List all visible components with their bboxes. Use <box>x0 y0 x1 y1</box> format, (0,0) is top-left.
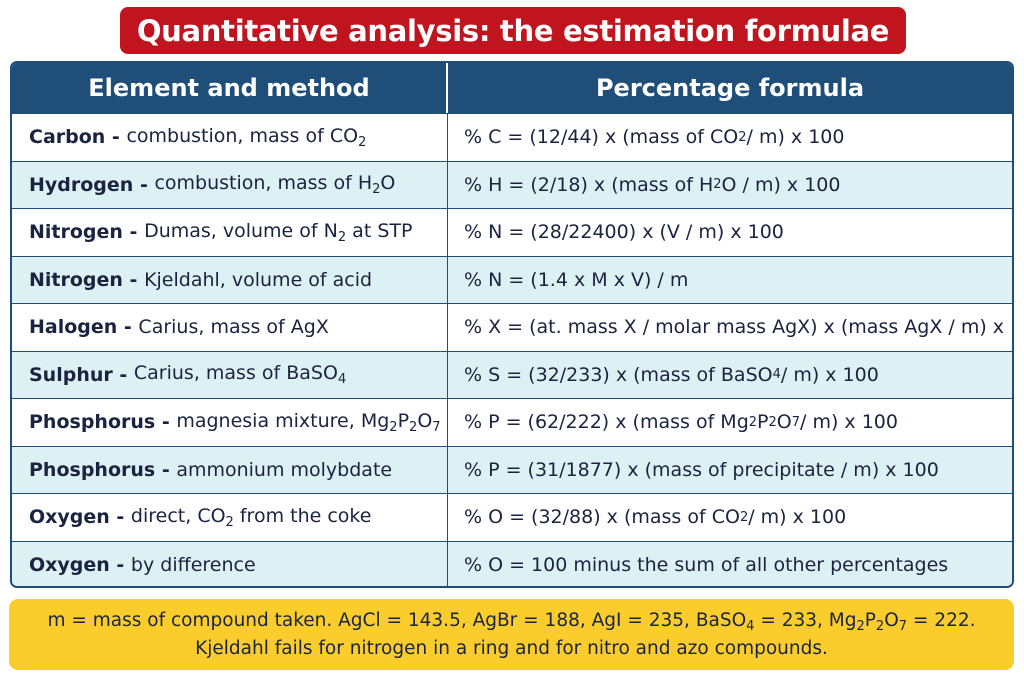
subscript: 2 <box>875 619 885 634</box>
method-text: combustion, mass of H2O <box>154 172 396 198</box>
method-text: ammonium molybdate <box>176 458 393 481</box>
subscript: 2 <box>358 134 367 150</box>
method-text: Dumas, volume of N2 at STP <box>144 219 413 245</box>
element-method-cell: Halogen - Carius, mass of AgX <box>12 304 448 351</box>
subscript: 4 <box>746 619 755 634</box>
subscript: 7 <box>791 414 801 430</box>
table-body: Carbon - combustion, mass of CO2 % C = (1… <box>12 113 1012 586</box>
table-header: Element and method Percentage formula <box>12 63 1012 113</box>
subscript: 2 <box>372 182 381 198</box>
element-name: Phosphorus - <box>29 411 177 434</box>
table-row: Nitrogen - Kjeldahl, volume of acid % N =… <box>12 255 1012 303</box>
element-method-cell: Sulphur - Carius, mass of BaSO4 <box>12 351 448 398</box>
table-row: Phosphorus - magnesia mixture, Mg2P2O7 % … <box>12 398 1012 446</box>
subscript: 2 <box>713 177 722 193</box>
table-row: Oxygen - direct, CO2 from the coke % O = … <box>12 493 1012 541</box>
method-text: Kjeldahl, volume of acid <box>144 268 373 291</box>
subscript: 7 <box>432 419 441 435</box>
element-method-cell: Phosphorus - magnesia mixture, Mg2P2O7 <box>12 399 448 446</box>
table-row: Phosphorus - ammonium molybdate % P = (31… <box>12 445 1012 493</box>
title-banner: Quantitative analysis: the estimation fo… <box>120 7 906 54</box>
subscript: 4 <box>337 372 347 388</box>
header-percentage-formula: Percentage formula <box>595 74 865 102</box>
formula-cell: % X = (at. mass X / molar mass AgX) x (m… <box>464 316 1012 339</box>
subscript: 2 <box>389 419 398 435</box>
element-name: Carbon - <box>29 126 127 149</box>
formula-cell: % P = (62/222) x (mass of Mg 2 P 2 O 7 / m) x… <box>464 411 898 434</box>
formula-cell: % P = (31/1877) x (mass of precipitate /… <box>464 458 939 481</box>
subscript: 2 <box>409 419 418 435</box>
subscript: 2 <box>748 414 758 430</box>
table-row: Sulphur - Carius, mass of BaSO4 % S = (32… <box>12 350 1012 398</box>
method-text: Carius, mass of AgX <box>138 316 329 339</box>
subscript: 2 <box>856 619 865 634</box>
element-method-cell: Nitrogen - Kjeldahl, volume of acid <box>12 256 448 303</box>
table-row: Oxygen - by difference % O = 100 minus th… <box>12 540 1012 586</box>
note-box: m = mass of compound taken. AgCl = 143.5… <box>9 599 1014 670</box>
formula-table: Element and method Percentage formula Ca… <box>10 61 1014 588</box>
header-element-method: Element and method <box>12 63 448 113</box>
element-name: Nitrogen - <box>29 221 145 244</box>
formula-cell: % O = (32/88) x (mass of CO 2 / m) x 100 <box>464 506 847 529</box>
subscript: 2 <box>768 414 777 430</box>
element-name: Hydrogen - <box>29 173 155 196</box>
page-title: Quantitative analysis: the estimation fo… <box>136 13 890 48</box>
element-name: Sulphur - <box>29 363 134 386</box>
element-method-cell: Oxygen - by difference <box>12 541 448 586</box>
method-text: Carius, mass of BaSO4 <box>133 362 347 388</box>
element-method-cell: Oxygen - direct, CO2 from the coke <box>12 494 448 541</box>
formula-cell: % N = (1.4 x M x V) / m <box>464 268 689 291</box>
formula-cell: % N = (28/22400) x (V / m) x 100 <box>464 221 784 244</box>
element-method-cell: Nitrogen - Dumas, volume of N2 at STP <box>12 209 448 256</box>
element-name: Oxygen - <box>29 506 131 529</box>
table-row: Carbon - combustion, mass of CO2 % C = (1… <box>12 113 1012 161</box>
table-row: Halogen - Carius, mass of AgX % X = (at. … <box>12 303 1012 351</box>
subscript: 2 <box>337 229 347 245</box>
subscript: 4 <box>772 367 781 383</box>
subscript: 2 <box>738 129 747 145</box>
method-text: magnesia mixture, Mg2P2O7 <box>176 409 441 435</box>
element-name: Oxygen - <box>29 553 131 576</box>
subscript: 7 <box>898 619 908 634</box>
element-method-cell: Hydrogen - combustion, mass of H2O <box>12 161 448 208</box>
element-name: Phosphorus - <box>29 458 177 481</box>
table-row: Nitrogen - Dumas, volume of N2 at STP % N… <box>12 208 1012 256</box>
subscript: 2 <box>739 509 749 525</box>
method-text: combustion, mass of CO2 <box>126 124 367 150</box>
method-text: direct, CO2 from the coke <box>130 504 372 530</box>
formula-cell: % O = 100 minus the sum of all other per… <box>464 553 949 576</box>
element-name: Nitrogen - <box>29 268 145 291</box>
element-method-cell: Carbon - combustion, mass of CO2 <box>12 114 448 161</box>
note-line-1: m = mass of compound taken. AgCl = 143.5… <box>47 610 976 634</box>
formula-cell: % C = (12/44) x (mass of CO 2 / m) x 100 <box>464 126 845 149</box>
note-line-2: Kjeldahl fails for nitrogen in a ring an… <box>195 638 828 659</box>
element-method-cell: Phosphorus - ammonium molybdate <box>12 446 448 493</box>
table-row: Hydrogen - combustion, mass of H2O % H = … <box>12 160 1012 208</box>
element-name: Halogen - <box>29 316 139 339</box>
formula-cell: % S = (32/233) x (mass of BaSO 4 / m) x 1… <box>464 363 879 386</box>
method-text: by difference <box>130 553 256 576</box>
subscript: 2 <box>225 514 234 530</box>
